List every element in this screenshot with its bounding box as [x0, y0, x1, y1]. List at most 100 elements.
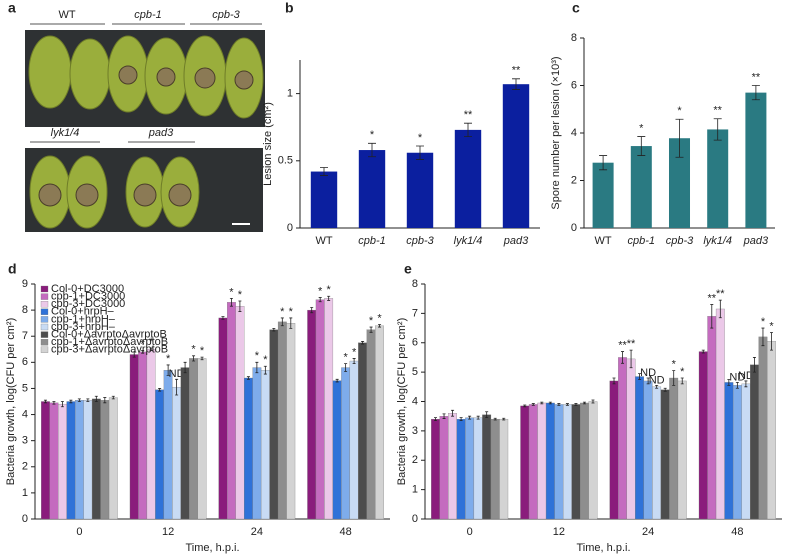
bar — [502, 84, 530, 228]
y-tick-label: 2 — [412, 454, 418, 466]
legend-label: Col-0+ΔavrptoΔavrptoB — [51, 329, 167, 341]
bar — [358, 150, 386, 228]
significance: ** — [752, 71, 761, 83]
error-bar — [166, 364, 170, 376]
y-tick-label: 0 — [287, 222, 293, 234]
bar — [741, 383, 751, 520]
legend-label: cpb-3+hrpH– — [51, 321, 116, 333]
bar — [252, 367, 262, 520]
legend-label: cpb-3+ΔavrptoΔavrptoB — [51, 344, 168, 356]
y-tick-label: 2 — [22, 461, 28, 473]
x-axis-label: Time, h.p.i. — [577, 542, 631, 554]
error-bar — [502, 417, 506, 421]
bar — [677, 380, 687, 520]
error-bar — [761, 327, 765, 347]
error-bar — [200, 356, 204, 361]
significance: ** — [713, 105, 722, 117]
bar — [732, 385, 742, 520]
significance: * — [327, 284, 332, 296]
significance: * — [255, 350, 260, 362]
bar — [163, 370, 173, 520]
y-tick-label: 4 — [22, 408, 28, 420]
significance: * — [377, 312, 382, 324]
error-bar — [289, 317, 293, 329]
bar — [750, 364, 759, 520]
bar — [83, 400, 93, 520]
significance: ** — [627, 338, 636, 350]
bar — [269, 329, 279, 520]
error-bar — [369, 326, 373, 333]
significance: * — [191, 344, 196, 356]
significance: * — [166, 353, 171, 365]
bar — [643, 380, 653, 520]
bar — [724, 382, 734, 520]
x-tick-label: lyk1/4 — [703, 235, 732, 247]
bar — [554, 404, 564, 520]
bar — [375, 325, 384, 520]
error-bar — [434, 417, 438, 421]
bar — [652, 386, 662, 520]
x-tick-label: WT — [315, 235, 332, 247]
error-bar — [246, 376, 250, 380]
error-bar — [149, 347, 153, 351]
bar — [499, 418, 509, 520]
bar — [454, 129, 482, 228]
error-bar — [540, 401, 544, 405]
legend-swatch — [40, 323, 49, 331]
panel-label: e — [404, 261, 412, 277]
bar — [138, 351, 148, 520]
error-bar — [229, 297, 233, 307]
y-tick-label: 4 — [571, 127, 577, 139]
x-tick-label: 48 — [340, 526, 352, 538]
x-tick-label: cpb-3 — [666, 235, 694, 247]
bar — [74, 400, 84, 520]
significance: * — [149, 336, 154, 348]
y-tick-label: 7 — [412, 307, 418, 319]
bar — [626, 358, 636, 520]
error-bar — [523, 404, 527, 408]
bar — [635, 376, 645, 520]
error-bar — [638, 373, 642, 380]
bar — [180, 367, 190, 520]
genotype-label: lyk1/4 — [51, 127, 80, 139]
panel-label: d — [8, 261, 17, 277]
significance: * — [289, 306, 294, 318]
error-bar — [361, 341, 365, 345]
y-tick-label: 2 — [571, 174, 577, 186]
legend-swatch — [40, 331, 49, 338]
y-tick-label: 0.5 — [278, 155, 293, 167]
significance: * — [369, 315, 374, 327]
error-bar — [646, 377, 650, 385]
error-bar — [111, 395, 115, 400]
error-bar — [629, 349, 633, 369]
bar — [698, 351, 708, 520]
significance: ND — [729, 371, 745, 383]
bar — [580, 402, 589, 520]
y-tick-label: 1 — [287, 88, 293, 100]
bar — [571, 404, 581, 520]
bar — [490, 418, 500, 520]
error-bar — [103, 397, 107, 404]
error-bar — [272, 327, 276, 332]
error-bar — [565, 403, 569, 406]
photo-panel: a WT cpb-1 cpb-3 lyk1/4 pad3 — [8, 0, 265, 232]
significance: ** — [708, 292, 717, 304]
panel-label: c — [572, 0, 580, 16]
bar — [91, 398, 101, 520]
bar — [129, 354, 139, 520]
bar — [100, 400, 110, 520]
y-axis-label: Spore number per lesion (×10³) — [550, 56, 562, 209]
y-tick-label: 0 — [412, 513, 418, 525]
error-bar — [599, 155, 608, 171]
significance: * — [280, 306, 285, 318]
panel-label: a — [8, 0, 16, 16]
significance: * — [677, 105, 682, 117]
y-tick-label: 7 — [22, 330, 28, 342]
significance: * — [680, 366, 685, 378]
bar — [66, 401, 76, 520]
error-bar — [464, 122, 472, 138]
x-tick-label: 48 — [731, 526, 743, 538]
x-tick-label: cpb-1 — [628, 235, 656, 247]
bar — [758, 336, 768, 520]
bar — [260, 370, 270, 520]
